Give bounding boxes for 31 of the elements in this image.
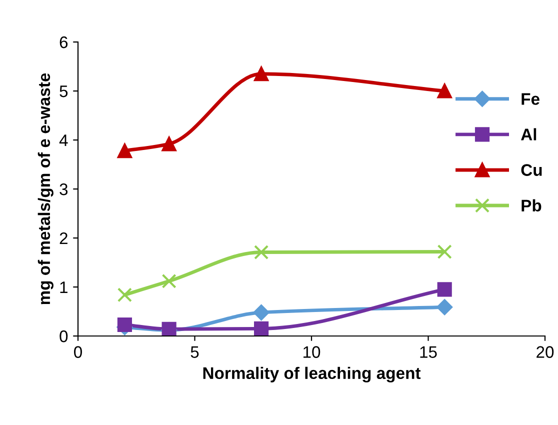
point (437, 244, 452, 260)
y-axis-title: mg of metals/gm of e e-waste (38, 73, 54, 304)
legend-label: Fe (522, 93, 540, 105)
x-tick-label: 10 (304, 346, 320, 358)
point (162, 274, 176, 288)
point (117, 143, 132, 158)
point (253, 304, 270, 320)
legend-label: Al (521, 128, 536, 140)
point (162, 136, 176, 152)
x-tick-label: 5 (190, 346, 199, 358)
y-tick-label: 6 (60, 36, 68, 48)
y-tick-label: 5 (60, 86, 68, 98)
y-tick-label: 3 (60, 183, 68, 196)
x-axis-title: Normality of leaching agent (203, 366, 421, 382)
legend-label: Pb (522, 199, 542, 212)
x-tick-label: 20 (536, 346, 554, 358)
y-tick-label: 0 (60, 330, 68, 342)
legend-label: Cu (521, 164, 542, 176)
point (437, 84, 452, 98)
point (437, 282, 452, 297)
point (117, 317, 132, 332)
point (254, 321, 269, 336)
point (117, 288, 132, 302)
point (254, 244, 269, 260)
point (254, 66, 269, 82)
point (436, 299, 453, 316)
y-tick-label: 4 (59, 134, 68, 146)
x-tick-label: 15 (420, 346, 437, 358)
y-tick-label: 1 (60, 282, 68, 294)
x-tick-label: 0 (74, 346, 82, 358)
y-tick-label: 2 (60, 232, 68, 244)
